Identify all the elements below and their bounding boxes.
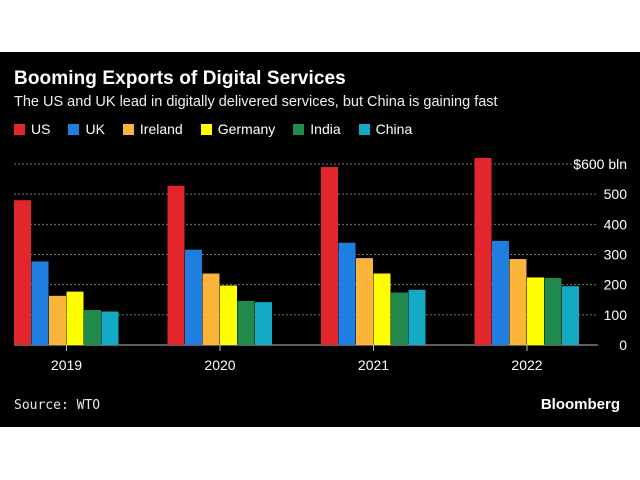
legend-item-germany: Germany xyxy=(200,121,276,137)
legend-label-india: India xyxy=(310,121,341,137)
y-tick-label: 100 xyxy=(604,307,628,323)
legend-label-china: China xyxy=(375,121,413,137)
y-tick-label: 200 xyxy=(604,277,628,293)
legend-swatch-germany xyxy=(200,123,212,135)
legend: US UK Ireland Germany India China xyxy=(14,121,430,137)
bar-uk-2021 xyxy=(338,242,356,345)
legend-swatch-india xyxy=(293,123,305,135)
legend-label-us: US xyxy=(31,121,51,137)
bar-us-2022 xyxy=(474,157,492,345)
bar-china-2020 xyxy=(255,302,272,345)
bar-china-2022 xyxy=(562,286,579,345)
chart-subtitle: The US and UK lead in digitally delivere… xyxy=(14,94,498,110)
legend-swatch-us xyxy=(14,123,25,135)
bar-germany-2020 xyxy=(220,285,237,345)
legend-item-china: China xyxy=(358,121,413,137)
legend-swatch-ireland xyxy=(122,123,134,135)
legend-label-germany: Germany xyxy=(217,121,276,137)
bar-us-2021 xyxy=(321,167,338,345)
bar-plot: $600 bln 500 400 300 200 100 0 2019 2020 2021 2022 xyxy=(14,156,628,373)
legend-item-india: India xyxy=(293,121,341,137)
bar-ireland-2019 xyxy=(49,295,66,345)
chart-title: Booming Exports of Digital Services xyxy=(14,68,346,89)
bar-us-2019 xyxy=(14,200,31,345)
bar-india-2020 xyxy=(237,300,255,345)
y-tick-label: $600 bln xyxy=(573,156,627,172)
bar-india-2022 xyxy=(544,278,562,345)
y-tick-label: 500 xyxy=(604,186,628,202)
legend-item-ireland: Ireland xyxy=(122,121,183,137)
bar-germany-2021 xyxy=(373,273,391,345)
y-tick-label: 300 xyxy=(604,247,628,263)
bar-india-2019 xyxy=(84,310,101,345)
source-note: Source: WTO xyxy=(14,398,101,413)
bar-china-2021 xyxy=(408,289,426,345)
y-tick-label: 0 xyxy=(619,337,627,353)
x-tick-label: 2019 xyxy=(51,357,82,373)
legend-item-uk: UK xyxy=(68,121,105,137)
bar-uk-2020 xyxy=(185,249,202,345)
legend-label-ireland: Ireland xyxy=(139,121,183,137)
legend-swatch-uk xyxy=(68,123,80,135)
bar-china-2019 xyxy=(101,311,119,345)
bar-ireland-2022 xyxy=(509,259,527,345)
bar-ireland-2021 xyxy=(356,258,373,345)
x-tick-label: 2022 xyxy=(511,357,542,373)
legend-swatch-china xyxy=(358,123,370,135)
bloomberg-logo: Bloomberg xyxy=(540,396,620,413)
bar-uk-2022 xyxy=(492,240,509,345)
bar-germany-2019 xyxy=(66,291,84,345)
legend-label-uk: UK xyxy=(85,121,105,137)
x-tick-label: 2021 xyxy=(358,357,389,373)
x-tick-label: 2020 xyxy=(204,357,235,373)
y-tick-label: 400 xyxy=(604,216,628,232)
bar-uk-2019 xyxy=(31,261,49,345)
bar-germany-2022 xyxy=(527,277,544,345)
bar-ireland-2020 xyxy=(202,273,220,345)
bar-india-2021 xyxy=(391,292,408,345)
legend-item-us: US xyxy=(14,121,50,137)
chart-card: Booming Exports of Digital Services The … xyxy=(0,52,640,427)
bar-us-2020 xyxy=(167,185,185,345)
